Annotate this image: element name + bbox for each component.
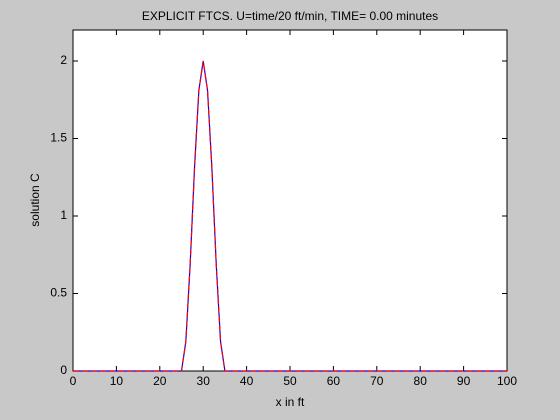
y-tick-label: 0 [60, 363, 67, 377]
x-tick-label: 10 [110, 374, 124, 388]
x-tick-label: 40 [240, 374, 254, 388]
y-tick-label: 0.5 [50, 286, 67, 300]
x-tick-label: 100 [497, 374, 517, 388]
y-tick-label: 1 [60, 208, 67, 222]
x-tick-label: 20 [153, 374, 167, 388]
axes-box [72, 29, 508, 372]
y-tick-label: 1.5 [50, 131, 67, 145]
x-tick-label: 80 [414, 374, 428, 388]
y-tick-label: 2 [60, 53, 67, 67]
x-tick-label: 70 [370, 374, 384, 388]
x-tick-label: 60 [327, 374, 341, 388]
x-tick-label: 90 [457, 374, 471, 388]
x-axis-label: x in ft [276, 395, 305, 409]
chart-title: EXPLICIT FTCS. U=time/20 ft/min, TIME= 0… [142, 9, 438, 23]
x-tick-label: 50 [283, 374, 297, 388]
x-tick-label: 0 [70, 374, 77, 388]
x-tick-label: 30 [197, 374, 211, 388]
y-axis-label: solution C [28, 173, 42, 227]
data-line [73, 60, 507, 372]
